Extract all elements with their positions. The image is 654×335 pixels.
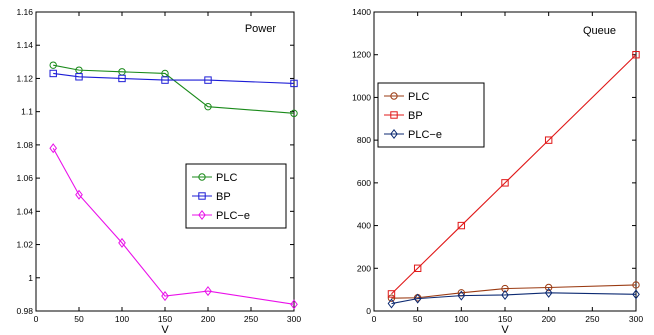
x-tick-label: 150 [158, 314, 172, 324]
x-tick-label: 150 [498, 314, 512, 324]
data-point [413, 293, 422, 304]
y-tick-label: 1.14 [16, 40, 33, 50]
data-point [457, 221, 466, 230]
y-tick-label: 1.12 [16, 73, 33, 83]
series-plce [49, 143, 298, 310]
x-tick-label: 300 [629, 314, 643, 324]
data-point [632, 289, 640, 300]
y-tick-label: 1.1 [21, 107, 33, 117]
data-point [387, 298, 396, 309]
y-tick-label: 0 [366, 306, 371, 316]
data-point [387, 290, 396, 298]
series-line [52, 147, 295, 305]
y-tick-label: 1400 [352, 7, 371, 17]
data-point [118, 74, 126, 83]
legend: PLC BP PLC−e [185, 163, 287, 229]
x-tick-label: 250 [585, 314, 599, 324]
legend-label: BP [408, 110, 423, 122]
x-tick-label: 200 [542, 314, 556, 324]
data-point [632, 51, 640, 59]
legend-label: PLC [408, 91, 429, 103]
x-tick-label: 300 [287, 314, 301, 324]
series-line [53, 72, 295, 84]
legend-marker [198, 173, 206, 181]
x-tick-label: 200 [201, 314, 215, 324]
legend-marker [390, 92, 398, 100]
y-tick-label: 1.16 [16, 7, 33, 17]
data-point [204, 286, 212, 297]
series-line [391, 54, 637, 295]
y-tick-label: 1.02 [16, 240, 33, 250]
series-line [53, 64, 295, 114]
legend: PLC BP PLC−e [377, 82, 485, 148]
y-tick-label: 200 [357, 263, 371, 273]
data-point [118, 237, 126, 248]
y-tick-label: 1.04 [16, 206, 33, 216]
data-point [501, 289, 509, 301]
y-tick-label: 0.98 [16, 306, 33, 316]
legend-label: PLC [216, 172, 237, 184]
x-tick-label: 50 [74, 314, 84, 324]
series-line [391, 292, 637, 305]
x-tick-label: 0 [34, 314, 39, 324]
data-point [290, 299, 298, 310]
x-tick-label: 250 [244, 314, 258, 324]
data-point [49, 143, 58, 154]
x-tick-label: 0 [372, 314, 377, 324]
chart-title: Power [245, 23, 277, 35]
y-tick-label: 1.08 [16, 140, 33, 150]
y-tick-label: 1200 [352, 50, 371, 60]
data-point [290, 109, 298, 118]
series-bp [387, 51, 640, 298]
data-point [544, 283, 553, 292]
y-tick-label: 1.06 [16, 173, 33, 183]
plot-area [373, 11, 637, 312]
y-tick-label: 1000 [352, 92, 371, 102]
y-tick-label: 400 [357, 221, 371, 231]
chart-title: Queue [583, 25, 616, 37]
data-point [204, 102, 212, 111]
x-axis-label: V [501, 324, 509, 335]
queue-chart: 0 50 100 150 200 250 300 0 200 400 600 800 1000 1200 1… [352, 7, 643, 335]
data-point [457, 290, 466, 301]
x-tick-label: 50 [413, 314, 423, 324]
data-point [413, 264, 422, 272]
data-point [161, 76, 169, 84]
data-point [387, 294, 396, 302]
y-tick-label: 600 [357, 178, 371, 188]
legend-label: BP [216, 191, 231, 203]
data-point [501, 284, 509, 293]
x-tick-label: 100 [115, 314, 129, 324]
y-tick-label: 800 [357, 135, 371, 145]
data-point [501, 179, 509, 187]
x-axis-label: V [161, 324, 169, 335]
series-plce [387, 287, 640, 309]
series-line [391, 284, 637, 299]
legend-marker [390, 128, 398, 140]
legend-marker [198, 209, 206, 221]
power-chart: 0 50 100 150 200 250 300 0.98 1 1.02 1.04 1.06 1.08 1… [16, 7, 301, 335]
data-point [544, 136, 553, 144]
data-point [632, 281, 640, 289]
legend-marker [390, 111, 398, 119]
data-point [204, 76, 212, 84]
legend-label: PLC−e [216, 210, 250, 222]
data-point [544, 287, 553, 298]
data-point [75, 189, 83, 200]
plot-area [35, 11, 295, 312]
y-tick-label: 1 [28, 273, 33, 283]
data-point [75, 73, 83, 81]
legend-label: PLC−e [408, 129, 442, 141]
data-point [290, 79, 298, 88]
series-bp [49, 69, 298, 88]
data-point [161, 291, 169, 302]
data-point [49, 61, 57, 69]
legend-marker [198, 192, 206, 200]
data-point [49, 69, 57, 78]
x-tick-label: 100 [454, 314, 468, 324]
